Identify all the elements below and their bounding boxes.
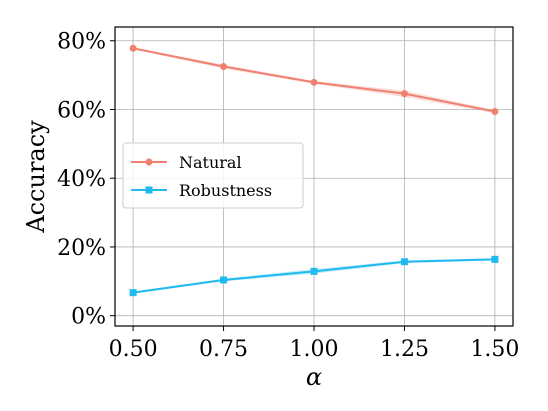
x-tick-label: 0.50 — [109, 337, 158, 362]
legend-label: Robustness — [179, 181, 272, 200]
y-tick-label: 20% — [57, 236, 106, 261]
legend-marker-square — [145, 186, 153, 194]
legend-marker-circle — [145, 158, 153, 166]
x-tick-label: 1.00 — [290, 337, 339, 362]
axis-ticks: 0.50 0.75 1.00 1.25 1.50 0% 20% 40% 60% 80% — [57, 30, 519, 362]
x-tick-label: 1.25 — [380, 337, 429, 362]
x-axis-label: α — [306, 363, 322, 391]
data-point — [310, 267, 318, 275]
data-point — [310, 78, 318, 86]
y-tick-label: 40% — [57, 167, 106, 192]
data-point — [129, 289, 137, 297]
x-tick-label: 1.50 — [470, 337, 519, 362]
data-point — [491, 108, 499, 116]
y-tick-label: 60% — [57, 98, 106, 123]
data-point — [491, 255, 499, 263]
x-tick-label: 0.75 — [199, 337, 248, 362]
legend-box — [122, 142, 304, 209]
data-point — [400, 258, 408, 266]
y-tick-label: 80% — [57, 30, 106, 55]
grid-lines — [115, 27, 513, 326]
legend: Natural Robustness — [122, 142, 304, 209]
data-point — [400, 90, 408, 98]
y-tick-label: 0% — [71, 305, 106, 330]
series-lines — [129, 44, 499, 297]
data-point — [129, 44, 137, 52]
data-point — [220, 63, 228, 71]
legend-label: Natural — [179, 153, 242, 172]
data-point — [220, 276, 228, 284]
y-axis-label: Accuracy — [22, 120, 50, 234]
